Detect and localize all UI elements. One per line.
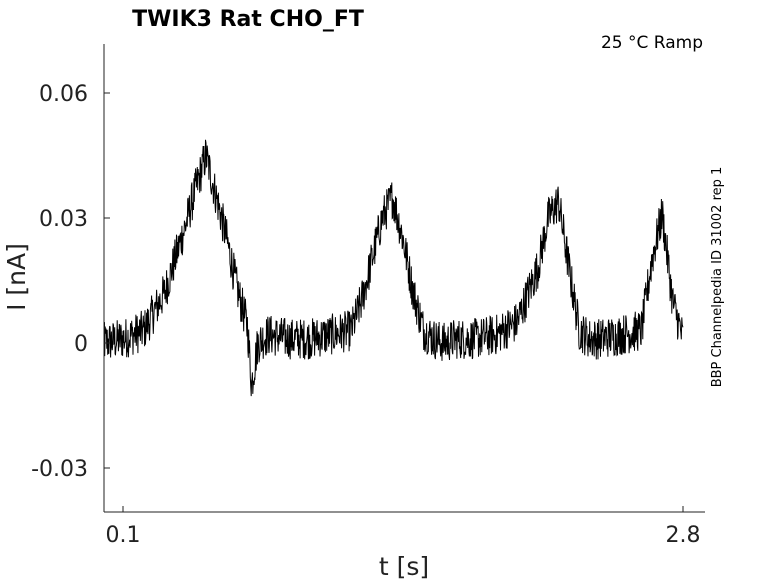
- x-ticks: 0.1 2.8: [106, 506, 701, 548]
- side-label: BBP Channelpedia ID 31002 rep 1: [710, 167, 725, 388]
- x-tick-label: 0.1: [106, 523, 141, 548]
- series-line: [104, 139, 684, 397]
- y-tick-label: 0.06: [39, 82, 88, 107]
- x-tick-label: 2.8: [666, 523, 701, 548]
- x-axis-label: t [s]: [379, 552, 429, 581]
- y-tick-label: 0.03: [39, 207, 88, 232]
- y-tick-label: 0: [74, 332, 88, 357]
- y-ticks: -0.03 0 0.03 0.06: [31, 82, 110, 482]
- chart-title: TWIK3 Rat CHO_FT: [132, 7, 364, 32]
- y-axis-label: I [nA]: [2, 243, 31, 311]
- chart-annotation: 25 °C Ramp: [601, 33, 703, 53]
- trace-layer: [104, 139, 684, 397]
- y-tick-label: -0.03: [31, 457, 88, 482]
